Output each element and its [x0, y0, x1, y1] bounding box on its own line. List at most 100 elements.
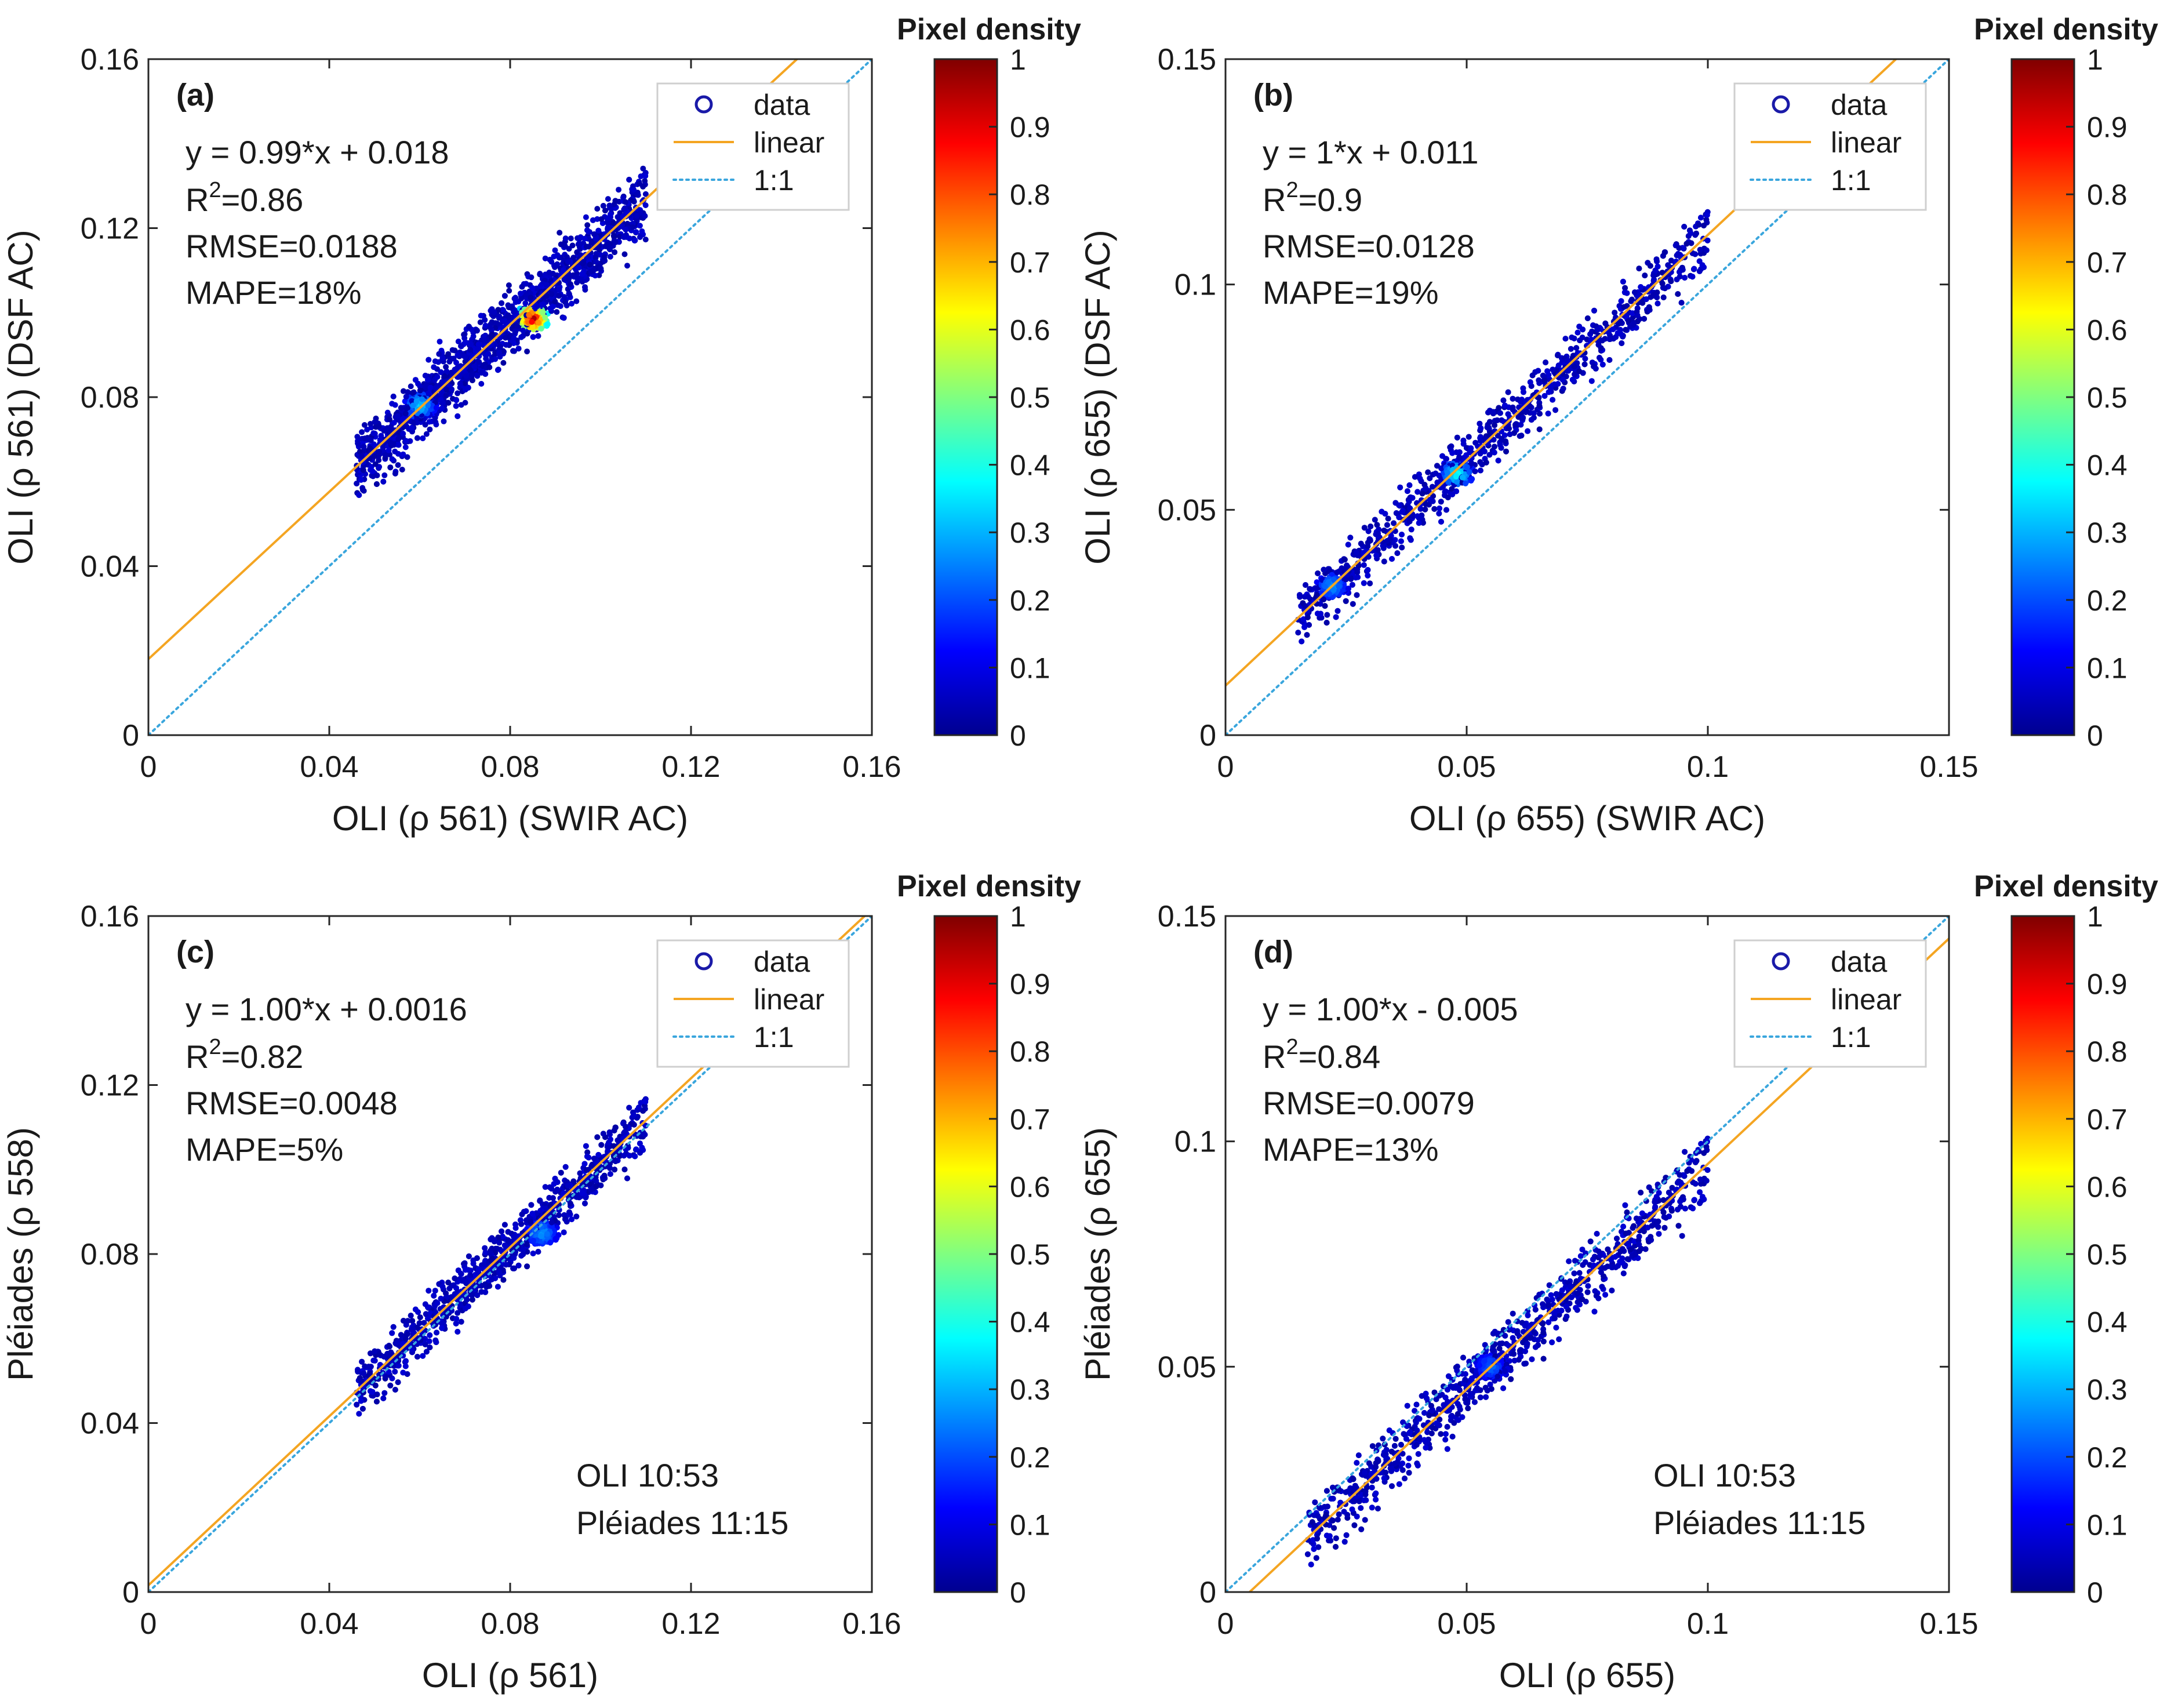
data-point: [376, 423, 382, 430]
data-point: [1688, 230, 1694, 237]
data-point: [1704, 212, 1710, 218]
data-point: [535, 319, 541, 326]
data-point: [529, 319, 535, 325]
data-point: [470, 333, 477, 340]
data-point: [1521, 389, 1526, 395]
data-point: [1305, 594, 1311, 600]
data-point: [425, 390, 431, 397]
y-axis-label: OLI (ρ 561) (DSF AC): [1, 230, 40, 565]
data-point: [467, 347, 474, 353]
data-point: [1536, 426, 1543, 433]
data-point: [476, 359, 482, 365]
data-point: [1492, 422, 1497, 428]
data-point: [598, 216, 605, 222]
data-point: [436, 351, 442, 357]
data-point: [529, 324, 536, 330]
data-point: [1477, 438, 1483, 444]
data-point: [1460, 441, 1467, 447]
data-point: [392, 470, 398, 477]
data-point: [503, 341, 509, 348]
data-point: [354, 434, 361, 440]
data-point: [390, 393, 397, 399]
data-point: [517, 290, 523, 297]
data-point: [386, 447, 392, 453]
data-point: [576, 264, 582, 271]
legend-entry: linear: [754, 126, 824, 159]
data-point: [534, 303, 541, 309]
data-point: [584, 222, 591, 228]
data-point: [524, 348, 530, 355]
data-point: [1597, 355, 1602, 361]
data-point: [1696, 268, 1703, 274]
data-point: [1398, 538, 1404, 544]
data-point: [1334, 569, 1340, 576]
data-point: [552, 247, 558, 253]
data-point: [1541, 393, 1548, 399]
data-point: [1559, 377, 1566, 383]
data-point: [1301, 624, 1308, 630]
legend-box: [656, 82, 850, 211]
data-point: [550, 270, 556, 277]
x-axis-label: OLI (ρ 561) (SWIR AC): [332, 799, 688, 838]
data-point: [511, 335, 517, 341]
data-point: [568, 272, 574, 279]
data-point: [606, 215, 612, 221]
data-point: [454, 413, 461, 419]
data-point: [1478, 425, 1484, 431]
data-point: [433, 421, 439, 428]
data-point: [592, 255, 599, 261]
data-point: [1550, 397, 1556, 403]
colorbar-tick-label: 0.8: [1010, 179, 1050, 211]
y-tick-label: 0.04: [81, 550, 139, 584]
data-point: [1577, 337, 1583, 344]
data-point: [1623, 326, 1629, 333]
data-point: [579, 271, 586, 277]
data-point: [409, 390, 416, 396]
data-point: [1560, 386, 1566, 392]
data-point: [455, 339, 461, 344]
data-point: [1638, 284, 1644, 290]
data-point: [1527, 379, 1533, 386]
data-point: [607, 246, 613, 253]
data-point: [426, 357, 432, 363]
data-point: [441, 373, 448, 379]
data-point: [547, 256, 553, 263]
data-point: [445, 399, 452, 406]
data-point: [453, 403, 459, 409]
data-point: [612, 249, 618, 255]
data-point: [427, 426, 433, 433]
data-point: [471, 364, 478, 370]
data-point: [1622, 285, 1628, 291]
data-point: [607, 253, 613, 260]
data-point: [1391, 520, 1397, 526]
data-point: [1654, 300, 1661, 307]
data-point: [387, 439, 394, 446]
data-point: [512, 328, 518, 335]
data-point: [1697, 246, 1703, 253]
data-point: [1602, 320, 1609, 326]
data-point: [399, 467, 405, 473]
data-point: [1614, 330, 1621, 336]
data-point: [598, 266, 604, 272]
data-point: [1449, 491, 1456, 497]
data-point: [565, 259, 571, 265]
data-point: [1350, 601, 1356, 607]
r2-prefix: R: [186, 181, 209, 218]
data-point: [1606, 357, 1613, 363]
data-point: [623, 199, 628, 205]
data-point: [1399, 532, 1405, 537]
data-point: [469, 372, 475, 378]
colorbar-tick-label: 1: [1010, 43, 1026, 76]
data-point: [458, 402, 464, 408]
data-point: [422, 372, 428, 379]
data-point: [637, 180, 642, 187]
data-point: [445, 351, 452, 357]
data-point: [1530, 410, 1537, 416]
data-point: [439, 400, 446, 406]
data-point: [574, 274, 580, 281]
data-point: [523, 292, 530, 298]
data-point: [358, 477, 364, 483]
data-point: [537, 283, 544, 289]
data-point: [568, 235, 574, 242]
data-point: [434, 374, 441, 380]
